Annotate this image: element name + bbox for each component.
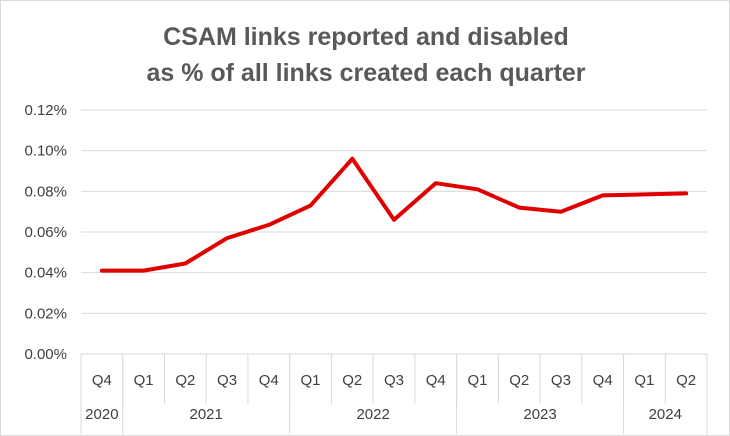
y-tick-label: 0.00% xyxy=(24,346,67,363)
x-tick-label-quarter: Q3 xyxy=(217,372,237,389)
y-tick-label: 0.12% xyxy=(24,102,67,119)
x-tick-label-year: 2020 xyxy=(85,406,118,423)
series-line xyxy=(99,156,689,273)
x-tick-label-year: 2021 xyxy=(190,406,223,423)
x-tick-label-quarter: Q1 xyxy=(634,372,654,389)
y-tick-label: 0.08% xyxy=(24,183,67,200)
x-tick-label-quarter: Q3 xyxy=(384,372,404,389)
x-tick-label-quarter: Q4 xyxy=(426,372,446,389)
y-tick-label: 0.06% xyxy=(24,224,67,241)
y-tick-label: 0.10% xyxy=(24,143,67,160)
x-tick-label-quarter: Q2 xyxy=(342,372,362,389)
chart-title-line-1: CSAM links reported and disabled xyxy=(163,23,569,51)
y-tick-label: 0.02% xyxy=(24,305,67,322)
x-tick-label-quarter: Q4 xyxy=(593,372,613,389)
x-tick-label-year: 2024 xyxy=(649,406,682,423)
x-tick-label-quarter: Q1 xyxy=(301,372,321,389)
x-tick-label-quarter: Q4 xyxy=(92,372,112,389)
y-tick-label: 0.04% xyxy=(24,265,67,282)
x-tick-label-quarter: Q1 xyxy=(467,372,487,389)
x-tick-label-year: 2022 xyxy=(356,406,389,423)
x-tick-label-quarter: Q4 xyxy=(259,372,279,389)
x-tick-label-quarter: Q3 xyxy=(551,372,571,389)
x-tick-label-year: 2023 xyxy=(523,406,556,423)
x-tick-label-quarter: Q2 xyxy=(175,372,195,389)
x-tick-label-quarter: Q1 xyxy=(134,372,154,389)
x-tick-label-quarter: Q2 xyxy=(676,372,696,389)
x-tick-label-quarter: Q2 xyxy=(509,372,529,389)
chart-title-line-2: as % of all links created each quarter xyxy=(146,59,585,87)
